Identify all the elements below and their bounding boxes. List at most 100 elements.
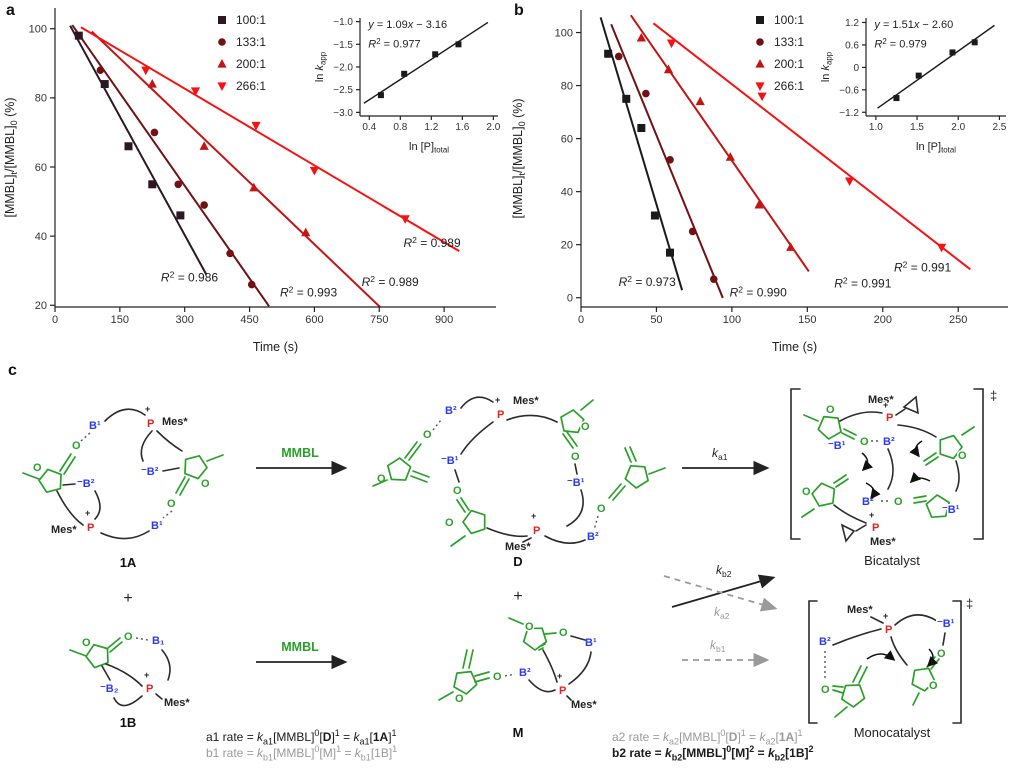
panel-a: a 0 150 300 450 600 750 900 20 40 60 80 100 Time (s)… bbox=[0, 0, 508, 360]
boron-b2-label: B² bbox=[519, 667, 531, 679]
data-point bbox=[844, 177, 855, 187]
ka1-label: ka1 bbox=[712, 446, 728, 462]
svg-text:60: 60 bbox=[35, 162, 47, 174]
b-inset-fit-lines bbox=[877, 24, 995, 109]
b-main-xlabel: Time (s) bbox=[772, 340, 817, 354]
svg-text:100: 100 bbox=[29, 24, 47, 36]
legend-label: 266:1 bbox=[236, 79, 266, 93]
chain-bond bbox=[104, 408, 146, 422]
chain-bond bbox=[542, 649, 558, 683]
data-point bbox=[147, 79, 157, 88]
svg-text:−0.6: −0.6 bbox=[839, 85, 859, 96]
oxygen-label: O bbox=[455, 693, 464, 705]
data-point bbox=[124, 142, 133, 151]
phosphorus-label: P bbox=[146, 683, 153, 695]
annotation: y = 1.51x − 2.60 bbox=[873, 19, 953, 31]
boron-b1-label: B¹ bbox=[585, 637, 597, 649]
svg-text:80: 80 bbox=[35, 93, 47, 105]
chain-bond bbox=[832, 628, 882, 646]
chain-bond bbox=[113, 695, 143, 707]
data-point bbox=[141, 66, 151, 76]
boron-b1-label: ⁻B¹ bbox=[828, 440, 846, 452]
data-point bbox=[309, 166, 320, 176]
boron-b2-label: B² bbox=[883, 436, 895, 448]
methylene-double-bond bbox=[624, 446, 637, 463]
a-inset-fit-lines bbox=[363, 21, 489, 104]
svg-text:1.2: 1.2 bbox=[845, 18, 859, 29]
svg-text:60: 60 bbox=[561, 133, 573, 145]
plus-charge: + bbox=[495, 395, 500, 405]
chain-bond bbox=[62, 483, 76, 486]
svg-text:100: 100 bbox=[555, 27, 573, 39]
methylene-double-bond bbox=[462, 649, 474, 669]
svg-text:20: 20 bbox=[561, 240, 573, 252]
data-point bbox=[226, 249, 234, 258]
svg-text:0: 0 bbox=[567, 293, 573, 305]
legend-label: 200:1 bbox=[774, 57, 804, 71]
svg-text:150: 150 bbox=[111, 314, 129, 326]
bracket-left bbox=[808, 600, 818, 724]
chain-bond bbox=[870, 616, 884, 624]
phosphorus-label: P bbox=[87, 522, 94, 534]
legend-label: 266:1 bbox=[774, 79, 804, 93]
boron-b2-label: ⁻B² bbox=[141, 466, 159, 478]
methyl-bond bbox=[580, 399, 594, 411]
methylene-double-bond bbox=[833, 474, 849, 488]
chain-bond bbox=[486, 527, 528, 538]
annotation: y = 1.09x − 3.16 bbox=[367, 19, 447, 31]
data-point bbox=[636, 32, 646, 42]
plus-charge: + bbox=[145, 404, 150, 414]
chain-bond bbox=[454, 469, 460, 483]
phosphorus-label: P bbox=[886, 412, 893, 424]
b-main-ylabel: [MMBL]t/[MMBL]0 (%) bbox=[511, 98, 527, 218]
data-point bbox=[249, 182, 259, 192]
chain-bond bbox=[955, 460, 960, 492]
reaction-scheme: O O B¹ P + Mes* ⁻B² O O B¹ ⁻B² P + bbox=[22, 388, 997, 740]
data-point bbox=[217, 59, 227, 68]
legend-label: 133:1 bbox=[774, 35, 804, 49]
svg-text:600: 600 bbox=[305, 314, 323, 326]
phosphorus-label: P bbox=[533, 525, 540, 537]
legend-label: 100:1 bbox=[236, 13, 266, 27]
boron-b2-label: ⁻B₂ bbox=[100, 683, 119, 695]
mesityl-label: Mes* bbox=[870, 536, 896, 548]
data-point bbox=[74, 31, 83, 40]
boron-b1-label: ⁻B¹ bbox=[441, 455, 459, 467]
data-point bbox=[218, 16, 226, 24]
boron-b1-label: B₁ bbox=[152, 635, 165, 647]
enol-ring-icon bbox=[462, 509, 486, 535]
mesityl-label: Mes* bbox=[164, 697, 190, 709]
data-point bbox=[695, 96, 705, 106]
data-point bbox=[190, 87, 201, 96]
data-point bbox=[96, 66, 105, 75]
svg-text:300: 300 bbox=[176, 314, 194, 326]
carbonyl-bond bbox=[913, 495, 927, 504]
structure-1b: O O B₁ P + Mes* ⁻B₂ bbox=[69, 630, 192, 711]
annotation: R2 = 0.991 bbox=[834, 276, 891, 291]
data-point bbox=[650, 211, 659, 220]
methyl-bond bbox=[438, 691, 454, 701]
chain-bond bbox=[942, 632, 946, 646]
data-point bbox=[666, 39, 677, 49]
legend-label: 200:1 bbox=[236, 57, 266, 71]
curved-arrow-icon bbox=[926, 648, 939, 668]
b-inset-tick-labels: 1.0 1.5 2.0 2.5 1.2 0.6 0 −0.6 −1.2 bbox=[839, 18, 1007, 133]
carbonyl-bond bbox=[175, 476, 190, 496]
boron-b1-label: ⁻B¹ bbox=[567, 477, 585, 489]
panel-b: b 0 50 100 150 200 250 0 20 40 60 80 100 Time (s) [MM… bbox=[508, 0, 1017, 360]
a-main-series-133-1 bbox=[96, 66, 256, 289]
a-main-tick-labels: 0 150 300 450 600 750 900 20 40 60 80 100 bbox=[29, 24, 454, 326]
panel-a-letter: a bbox=[6, 2, 15, 19]
chain-bond bbox=[155, 693, 163, 700]
chain-bond bbox=[162, 467, 180, 472]
mesityl-label: Mes* bbox=[162, 416, 188, 428]
data-point bbox=[642, 89, 650, 98]
data-point bbox=[754, 199, 764, 209]
chain-bond bbox=[161, 649, 171, 681]
double-dagger-bicatalyst: ‡ bbox=[990, 388, 997, 403]
mmbl-label-2: MMBL bbox=[281, 640, 319, 654]
double-dagger-monocatalyst: ‡ bbox=[966, 596, 973, 611]
svg-text:900: 900 bbox=[435, 314, 453, 326]
data-point bbox=[755, 59, 765, 68]
curved-arrow-icon bbox=[909, 471, 931, 484]
